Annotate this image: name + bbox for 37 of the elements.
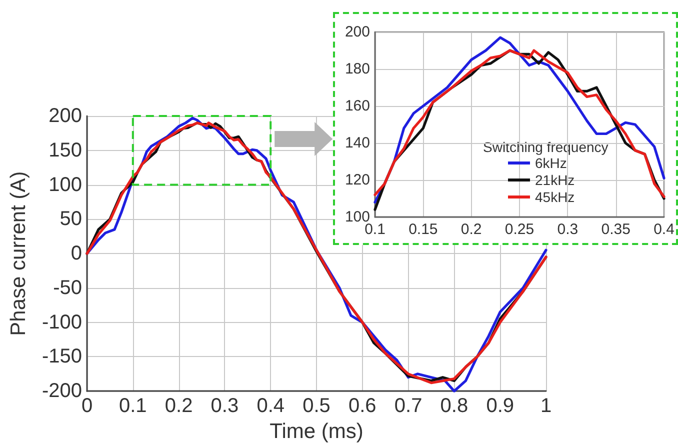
y-tick-label: 200 (48, 105, 82, 127)
y-tick-label: 100 (48, 174, 82, 196)
x-tick-label: 0.1 (364, 221, 386, 238)
y-axis-title: Phase current (A) (7, 171, 30, 336)
y-tick-label: 150 (48, 139, 82, 162)
x-tick-label: 0.7 (394, 395, 422, 418)
x-tick-label: 0.4 (256, 395, 285, 418)
x-tick-label: 0.5 (302, 395, 330, 418)
x-tick-label: 0.2 (460, 221, 482, 238)
y-tick-label: -50 (53, 276, 82, 299)
x-tick-label: 0.15 (408, 221, 438, 238)
legend-title: Switching frequency (483, 139, 608, 155)
x-axis-title: Time (ms) (270, 420, 364, 443)
y-tick-label: 160 (344, 98, 370, 114)
y-tick-label: 200 (344, 24, 370, 40)
x-tick-label: 0.6 (348, 395, 376, 418)
legend-label: 45kHz (535, 189, 575, 205)
x-tick-label: 0.9 (486, 395, 514, 418)
legend-label: 6kHz (535, 155, 567, 171)
y-tick-label: -150 (42, 346, 82, 368)
x-tick-label: 0.35 (601, 221, 630, 238)
y-tick-label: 120 (344, 172, 370, 188)
y-tick-label: 50 (60, 208, 82, 230)
legend-label: 21kHz (535, 172, 575, 188)
x-tick-label: 0.4 (654, 221, 674, 238)
x-tick-label: 0.8 (440, 395, 468, 418)
x-tick-label: 0.3 (210, 395, 239, 418)
x-tick-label: 0.2 (164, 395, 193, 418)
x-tick-label: 0.25 (504, 221, 534, 238)
y-tick-label: 180 (344, 60, 370, 78)
x-tick-label: 0.3 (557, 221, 578, 238)
y-tick-label: 140 (344, 134, 370, 152)
y-tick-label: -100 (42, 311, 82, 334)
x-tick-label: 0.1 (118, 395, 147, 418)
y-tick-label: -200 (42, 380, 82, 402)
y-tick-label: 0 (70, 242, 82, 265)
x-tick-label: 1 (540, 395, 552, 418)
